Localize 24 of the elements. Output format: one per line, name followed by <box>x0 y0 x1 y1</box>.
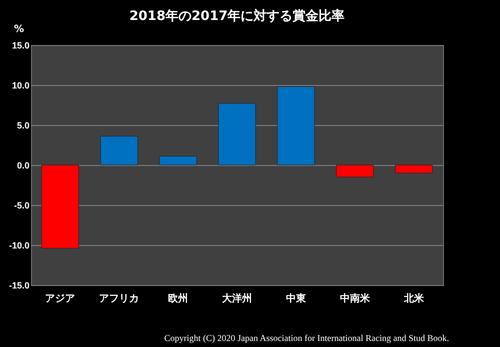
y-tick-label: -5.0 <box>14 200 30 210</box>
x-tick-label: 欧州 <box>168 292 188 304</box>
bar <box>218 103 256 166</box>
bar <box>336 164 374 178</box>
x-tick-label: 中南米 <box>340 292 371 304</box>
y-tick-label: -10.0 <box>8 240 30 250</box>
bar <box>277 86 315 166</box>
y-tick-label: 10.0 <box>12 80 30 90</box>
text: Copyright (C) 2020 Japan Association for International Racing and Stud Book. <box>164 333 449 343</box>
bar <box>41 164 79 248</box>
y-tick-label: 0.0 <box>16 160 30 170</box>
chart-title: 2018年の2017年に対する賞金比率 <box>129 8 345 24</box>
y-tick-label: -15.0 <box>8 280 30 290</box>
x-tick-label: 大洋州 <box>221 292 252 304</box>
x-tick-label: 北米 <box>402 292 425 304</box>
bar <box>159 156 197 166</box>
y-tick-label: 5.0 <box>16 120 30 130</box>
x-tick-label: 中東 <box>286 292 307 304</box>
bar <box>395 164 433 174</box>
y-tick-label: 15.0 <box>12 40 30 50</box>
bar <box>100 136 138 166</box>
x-tick-label: アジア <box>45 294 76 304</box>
y-axis-title: % <box>14 24 24 35</box>
x-tick-label: アフリカ <box>99 294 140 304</box>
